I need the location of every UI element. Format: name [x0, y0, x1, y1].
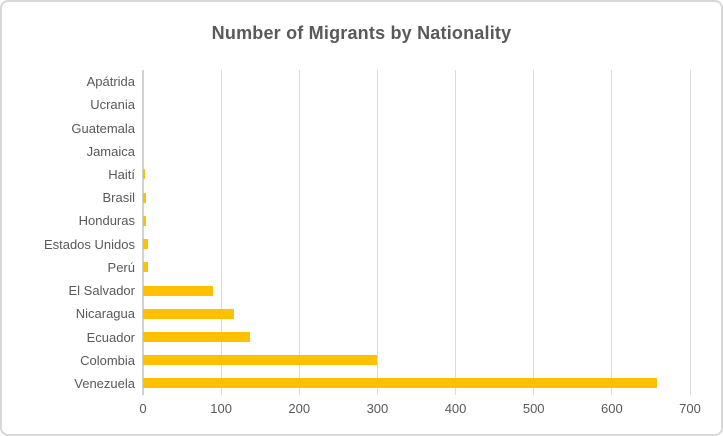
category-label: Venezuela: [74, 375, 135, 391]
category-label: El Salvador: [68, 283, 135, 299]
category-label: Estados Unidos: [43, 236, 135, 252]
x-tick-label: 100: [210, 401, 232, 416]
category-axis-line: [142, 70, 144, 395]
bar-el-salvador: [143, 285, 214, 296]
category-label: Perú: [107, 259, 135, 275]
x-tick-label: 0: [139, 401, 147, 416]
x-tick-label: 500: [522, 401, 545, 416]
category-label: Guatemala: [71, 120, 135, 136]
y-axis-labels: Apátrida Ucrania Guatemala Jamaica Haití Bras…: [2, 70, 135, 395]
plot-area: [142, 70, 691, 395]
gridline: [689, 70, 691, 395]
gridline: [220, 70, 222, 395]
bar-peru: [143, 262, 148, 273]
bar-nicaragua: [143, 308, 234, 319]
bar-colombia: [143, 355, 378, 366]
x-axis-labels: 0 100 200 300 400 500 600 700: [139, 401, 700, 419]
bar-honduras: [143, 215, 147, 226]
gridline: [376, 70, 378, 395]
bar-brasil: [143, 192, 147, 203]
chart-title: Number of Migrants by Nationality: [211, 23, 512, 43]
category-label: Jamaica: [86, 143, 135, 159]
x-tick-label: 200: [288, 401, 311, 416]
x-tick-label: 400: [444, 401, 467, 416]
category-label: Ucrania: [90, 97, 135, 113]
gridline: [611, 70, 613, 395]
bar-ecuador: [143, 331, 251, 342]
category-label: Colombia: [80, 352, 135, 368]
category-label: Haití: [108, 166, 135, 182]
category-label: Ecuador: [86, 329, 135, 345]
gridline: [298, 70, 300, 395]
x-tick-label: 700: [679, 401, 701, 416]
bar-venezuela: [143, 378, 658, 389]
category-label: Honduras: [78, 213, 135, 229]
bar-estados-unidos: [143, 239, 148, 250]
category-label: Brasil: [102, 190, 135, 206]
bar-haiti: [143, 169, 146, 180]
category-label: Nicaragua: [75, 306, 135, 322]
gridline: [455, 70, 457, 395]
category-label: Apátrida: [86, 74, 135, 90]
gridline: [533, 70, 535, 395]
x-tick-label: 300: [366, 401, 389, 416]
x-tick-label: 600: [600, 401, 623, 416]
